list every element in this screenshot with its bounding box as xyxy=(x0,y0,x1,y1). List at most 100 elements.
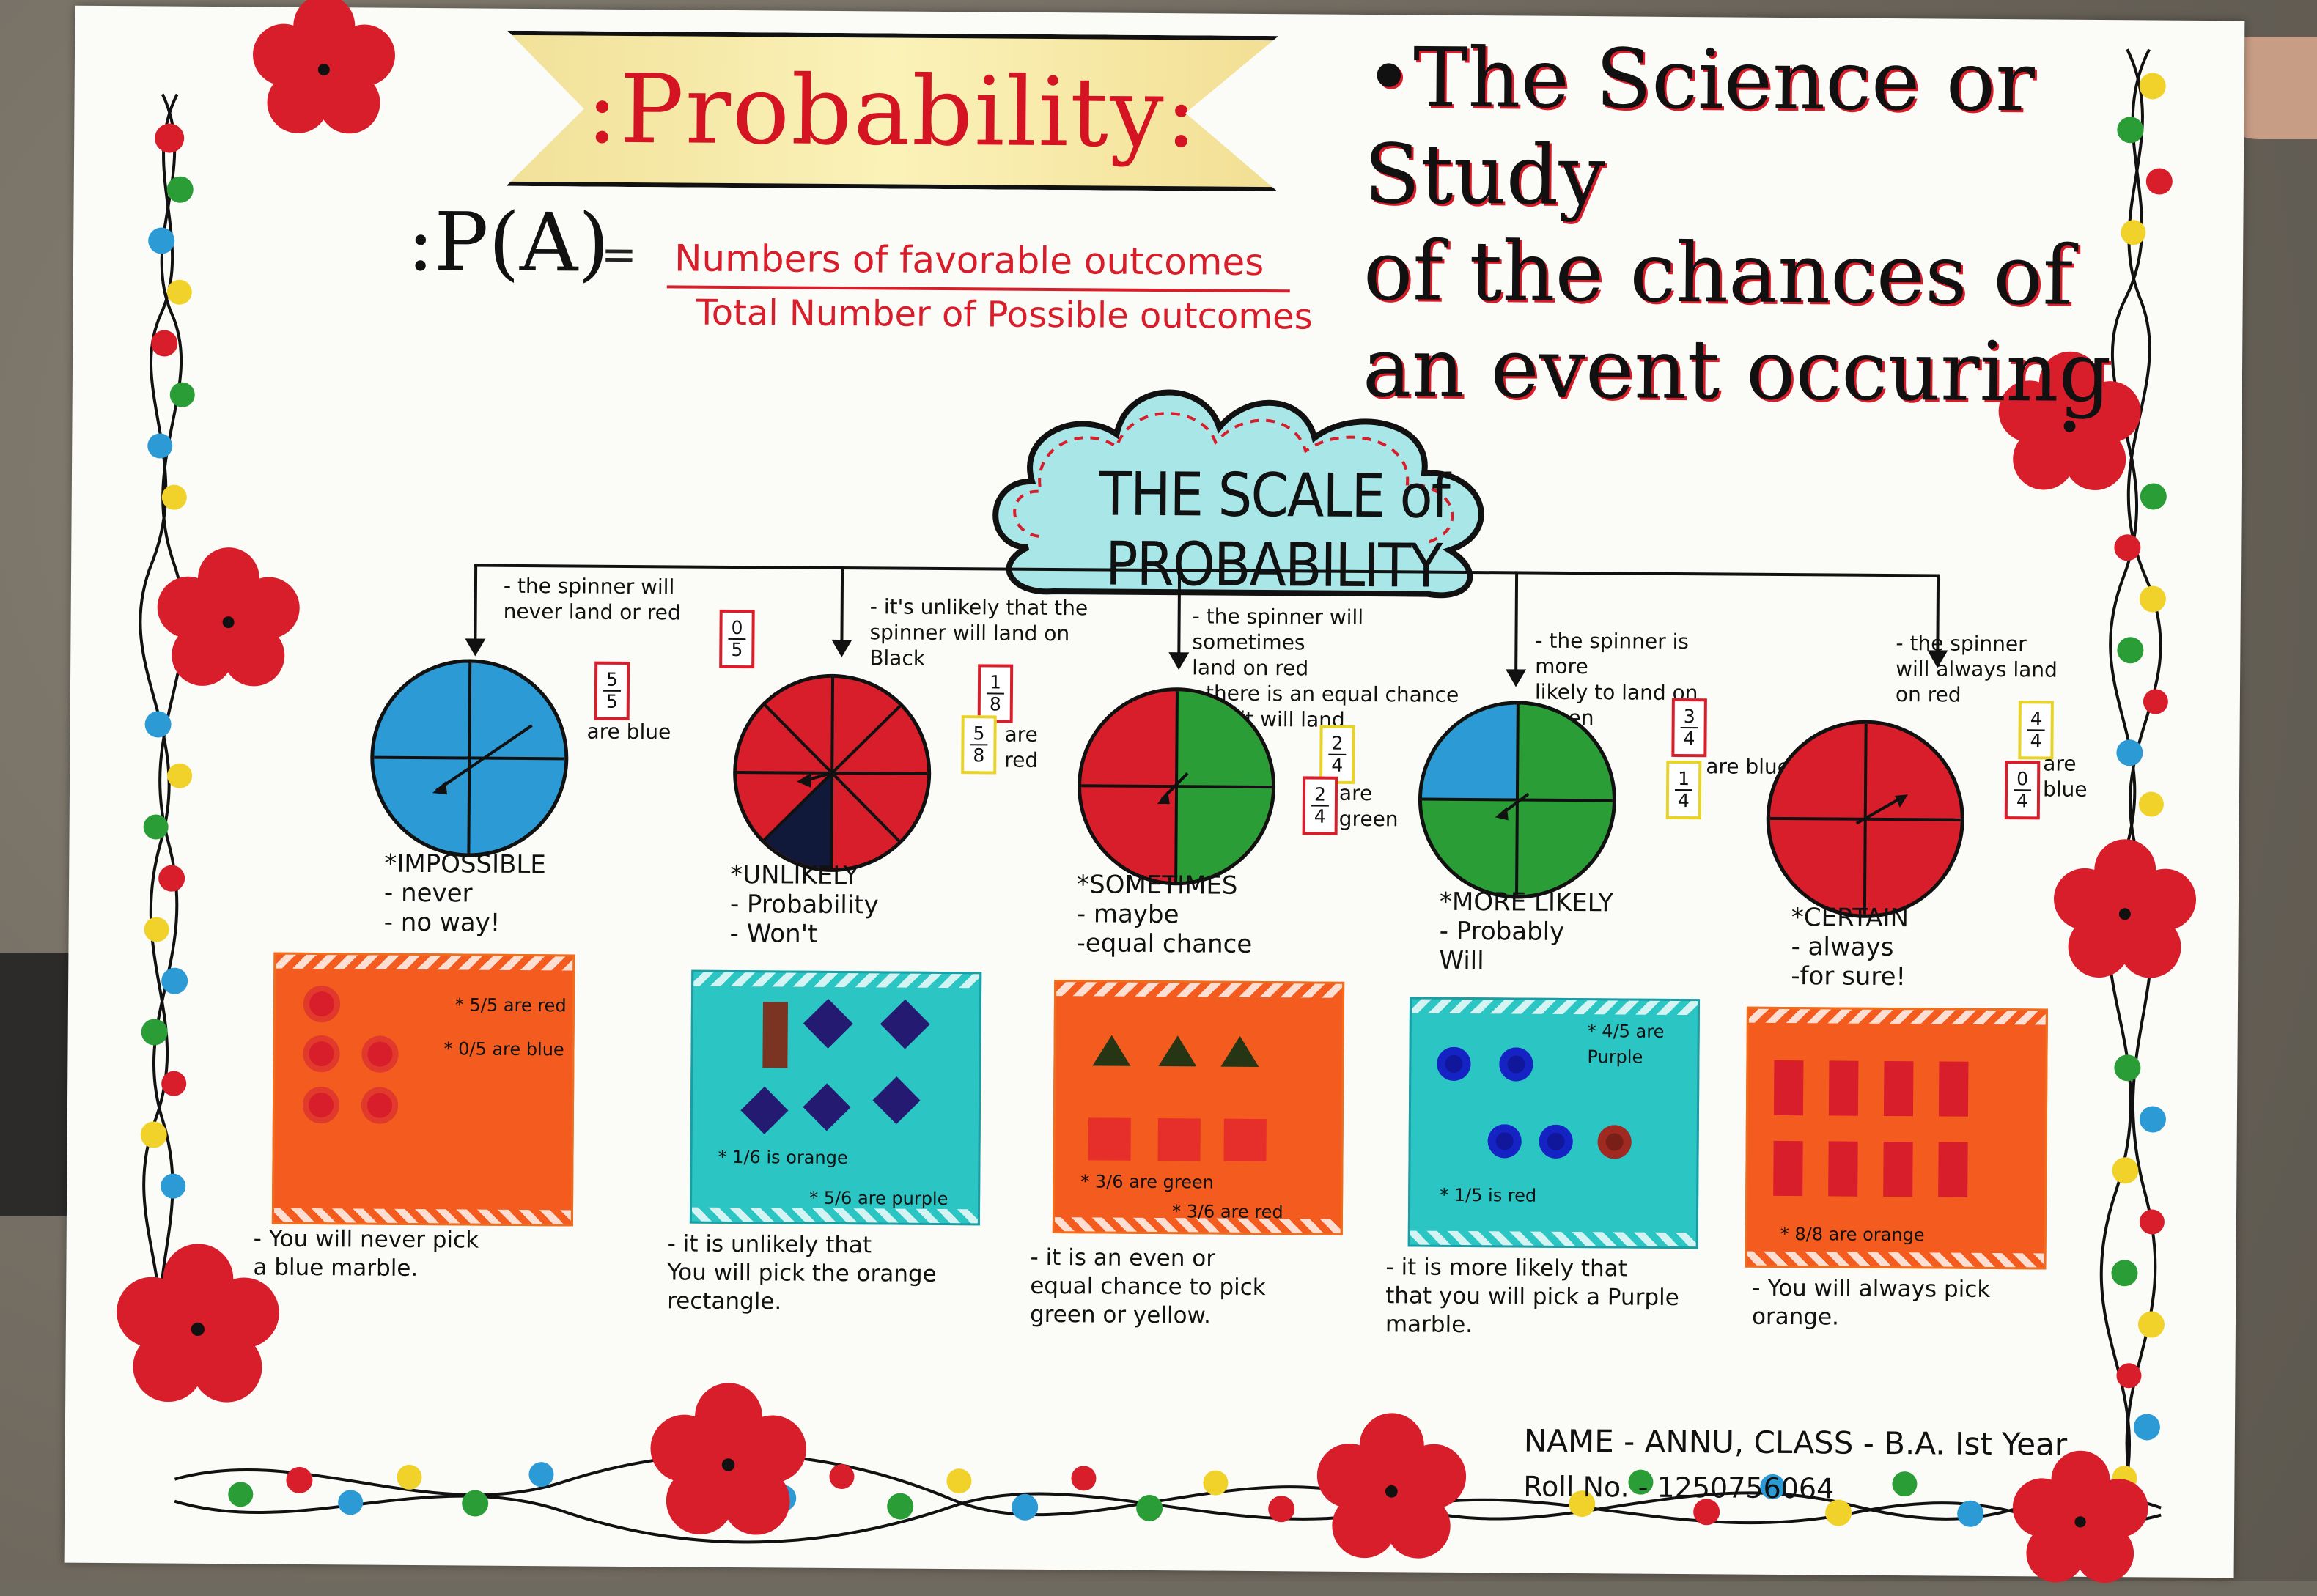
title-banner: :Probability: xyxy=(507,31,1278,191)
side-fraction-1-bottom: 5 xyxy=(605,690,618,712)
probability-chart: :Probability: •The Science or Study of t… xyxy=(64,0,2245,1583)
spinner-sometimes xyxy=(1077,687,1276,887)
red-square xyxy=(1088,1117,1131,1161)
side-label-2: are red xyxy=(1004,722,1039,772)
spinner-5-note: - the spinner will always land on red xyxy=(1895,631,2058,707)
fraction-1-bottom: 5 xyxy=(731,638,743,661)
definition-line-2: of the chances of xyxy=(1363,223,2074,324)
caption-unlikely: - it is unlikely that You will pick the … xyxy=(667,1230,937,1315)
orange-rectangle xyxy=(1883,1141,1913,1197)
side-fraction-3-top: 2 xyxy=(1314,783,1327,805)
caption-certain: - You will always pick orange. xyxy=(1751,1274,1991,1331)
spinner-certain xyxy=(1765,719,1965,919)
details-5: - always -for sure! xyxy=(1791,932,1907,992)
card-sometimes: * 3/6 are green * 3/6 are red xyxy=(1052,980,1345,1235)
flower-bottom-left xyxy=(117,1244,279,1403)
orange-rectangle xyxy=(1828,1060,1859,1116)
marble-red xyxy=(302,1086,340,1124)
card-2-note-2: * 5/6 are purple xyxy=(809,1187,948,1210)
category-label-5: *CERTAIN - always -for sure! xyxy=(1791,903,2011,992)
arrowhead-1 xyxy=(465,638,486,657)
category-2: *UNLIKELY xyxy=(730,860,859,891)
card-certain: * 8/8 are orange xyxy=(1745,1006,2048,1270)
marble-red xyxy=(1597,1125,1632,1159)
formula-denominator: Total Number of Possible outcomes xyxy=(696,292,1313,338)
fraction-4-top: 3 xyxy=(1683,706,1695,728)
card-4-note-2: * 1/5 is red xyxy=(1440,1184,1537,1206)
category-1: *IMPOSSIBLE xyxy=(384,849,547,880)
formula-equals: = xyxy=(600,229,637,280)
side-label-3: are green xyxy=(1338,780,1399,832)
side-fraction-3-bottom: 4 xyxy=(1314,805,1326,827)
marble-red xyxy=(303,985,341,1023)
formula-numerator: Numbers of favorable outcomes xyxy=(674,237,1264,284)
red-square xyxy=(1223,1118,1267,1162)
purple-diamond xyxy=(880,999,930,1049)
category-5: *CERTAIN xyxy=(1791,903,1909,934)
arrowhead-2 xyxy=(831,639,852,658)
category-label-2: *UNLIKELY - Probability - Won't xyxy=(729,860,965,950)
marble-red xyxy=(361,1087,399,1124)
fraction-3-bottom: 4 xyxy=(1331,754,1344,776)
side-fraction-5-top: 0 xyxy=(2016,768,2029,790)
purple-diamond xyxy=(872,1076,921,1125)
student-roll-line: Roll No. - 1250756064 xyxy=(1523,1470,1835,1505)
flower-left-middle xyxy=(157,547,300,687)
arrowhead-3 xyxy=(1168,652,1190,670)
flower-bottom-center-left xyxy=(650,1383,806,1535)
marble-red xyxy=(361,1035,399,1073)
fraction-3-top: 2 xyxy=(1331,732,1344,754)
category-3: *SOMETIMES xyxy=(1076,870,1238,901)
border-dots xyxy=(140,73,2173,1527)
spinner-certain-lines xyxy=(1769,723,1961,915)
fraction-5-bottom: 4 xyxy=(2030,730,2042,752)
fraction-4-bottom: 4 xyxy=(1683,728,1695,750)
card-1-note-2: * 0/5 are blue xyxy=(443,1038,564,1060)
marble-purple xyxy=(1539,1124,1573,1159)
orange-rectangle xyxy=(1938,1142,1968,1197)
purple-diamond xyxy=(803,1083,851,1131)
flower-right-top xyxy=(1998,351,2141,490)
card-5-note-1: * 8/8 are orange xyxy=(1780,1223,1925,1246)
flower-bottom-right xyxy=(2012,1450,2148,1583)
category-label-3: *SOMETIMES - maybe -equal chance xyxy=(1076,870,1341,960)
green-triangle xyxy=(1220,1035,1259,1068)
side-label-5: are blue xyxy=(2042,751,2088,802)
connector-2 xyxy=(840,566,844,644)
side-fraction-2-bottom: 8 xyxy=(973,745,985,766)
orange-rectangle xyxy=(762,1002,788,1068)
spinner-impossible-lines xyxy=(374,662,565,854)
student-name-line: NAME - ANNU, CLASS - B.A. Ist Year xyxy=(1523,1422,2068,1463)
category-label-4: *MORE LIKELY - Probably Will xyxy=(1439,887,1660,977)
orange-rectangle xyxy=(1828,1141,1858,1197)
spinner-sometimes-lines xyxy=(1081,691,1272,883)
details-4: - Probably Will xyxy=(1439,916,1565,976)
orange-rectangle xyxy=(1773,1060,1804,1116)
scale-title: THE SCALE of PROBABILITY xyxy=(1098,459,1449,602)
category-label-1: *IMPOSSIBLE - never - no way! xyxy=(384,849,619,939)
spinner-2-note: - it's unlikely that the spinner will la… xyxy=(869,594,1088,670)
fraction-1-top: 0 xyxy=(731,616,743,639)
fraction-2-bottom: 8 xyxy=(989,693,1001,715)
marble-purple xyxy=(1499,1047,1533,1082)
spinner-more-likely-lines xyxy=(1421,704,1613,895)
poster-title: :Probability: xyxy=(586,53,1199,169)
red-square xyxy=(1157,1118,1201,1161)
spinner-more-likely xyxy=(1417,700,1617,900)
card-more-likely: * 4/5 are Purple * 1/5 is red xyxy=(1407,997,1701,1249)
orange-rectangle xyxy=(1883,1060,1914,1117)
flower-right-middle xyxy=(2054,839,2197,978)
details-3: - maybe -equal chance xyxy=(1076,899,1253,959)
flower-bottom-center-right xyxy=(1316,1413,1467,1559)
connector-1 xyxy=(474,564,478,645)
formula-label: :P(A) xyxy=(406,194,610,290)
